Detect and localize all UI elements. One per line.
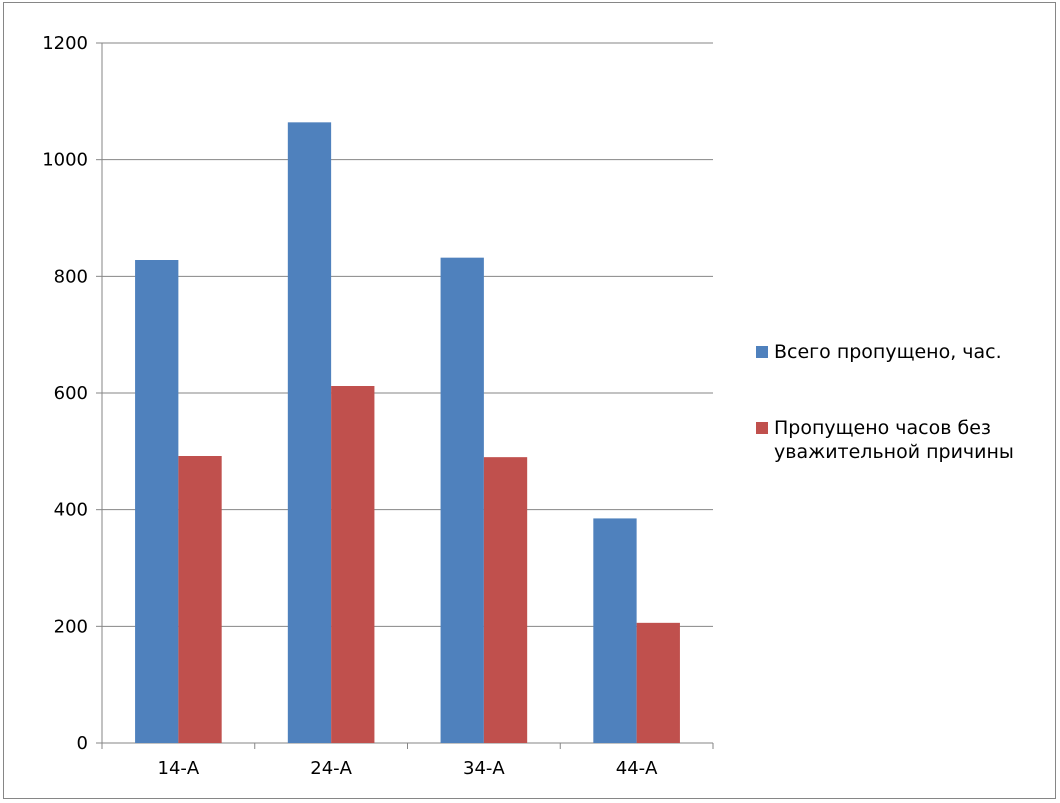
legend-label: Пропущено часов без уважительной причины — [774, 417, 1014, 463]
bar — [331, 386, 375, 743]
y-tick-label: 400 — [54, 500, 88, 521]
bar — [483, 457, 528, 743]
bar — [135, 260, 179, 743]
bar — [178, 456, 222, 743]
y-tick-label: 1000 — [42, 150, 88, 171]
y-tick-label: 200 — [54, 616, 88, 637]
x-tick-label: 24-А — [310, 758, 352, 779]
bar-chart: 0 200 400 600 800 1000 1200 14-А 24-А 34-А 44-А В… — [42, 33, 1014, 779]
bar — [593, 518, 637, 743]
bar — [636, 622, 680, 743]
legend-label: Всего пропущено, час. — [774, 341, 1002, 363]
legend-swatch — [756, 346, 768, 358]
bar — [440, 257, 484, 743]
x-tick-label: 14-А — [158, 758, 200, 779]
x-tick-label: 34-А — [463, 758, 505, 779]
y-tick-label: 800 — [54, 266, 88, 287]
x-axis: 14-А 24-А 34-А 44-А — [101, 742, 714, 779]
bars — [135, 122, 680, 744]
y-axis: 0 200 400 600 800 1000 1200 — [42, 33, 103, 754]
y-tick-label: 1200 — [42, 33, 88, 54]
y-tick-label: 0 — [77, 733, 88, 754]
x-tick-label: 44-А — [616, 758, 658, 779]
bar — [287, 122, 332, 744]
legend-swatch — [756, 422, 768, 434]
legend: Всего пропущено, час. Пропущено часов без… — [756, 341, 1014, 463]
y-tick-label: 600 — [54, 383, 88, 404]
chart-area: 0 200 400 600 800 1000 1200 14-А 24-А 34-А 44-А В… — [3, 2, 1056, 799]
